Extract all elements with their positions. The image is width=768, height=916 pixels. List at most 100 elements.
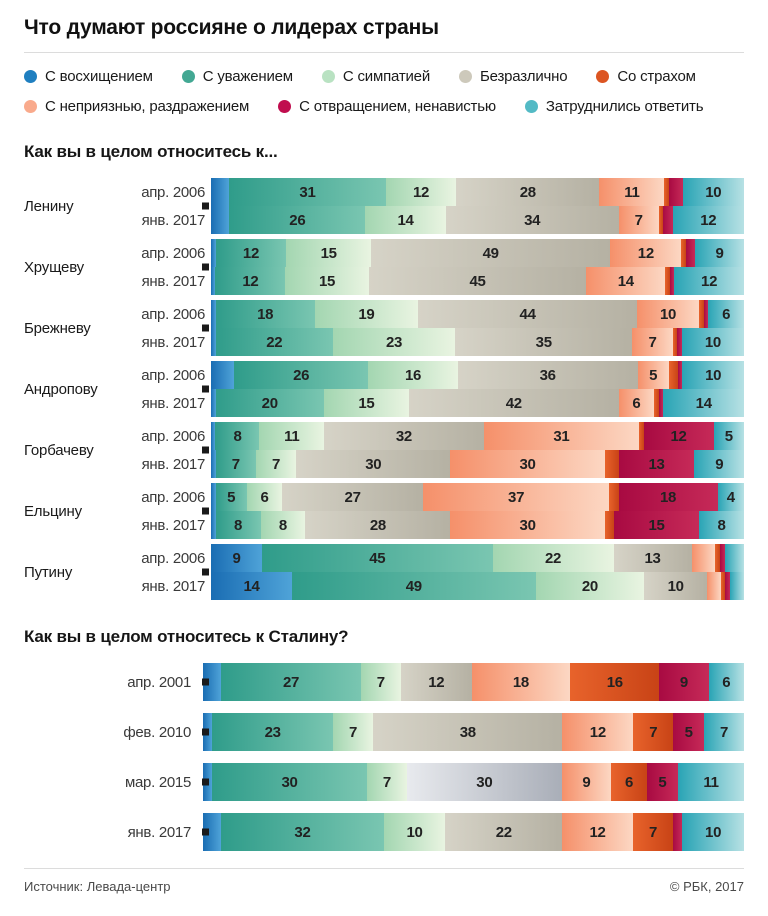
bar-segment-respect: 20 (215, 389, 324, 417)
segment-value: 12 (242, 244, 260, 262)
segment-value: 12 (428, 673, 445, 691)
legend-item: Затруднились ответить (524, 98, 704, 115)
legend-dot-icon (181, 69, 195, 83)
bar-segment-respect: 12 (215, 267, 286, 295)
stacked-bar: 20 15 42 6 14 (211, 389, 745, 417)
bar-segment-sympathy: 7 (333, 713, 374, 751)
bar-segment-fear: 16 (570, 663, 660, 701)
segment-value: 14 (243, 577, 260, 595)
segment-value: 38 (459, 723, 476, 741)
bar-segment-disgust (658, 389, 664, 417)
bar-segment-hostility: 10 (636, 300, 700, 328)
bar-segment-undecided: 10 (682, 178, 745, 206)
bar-segment-sympathy: 20 (535, 572, 645, 600)
bar-segment-indifferent: 32 (324, 422, 484, 450)
bar-segment-hostility: 18 (471, 663, 571, 701)
bar-segment-indifferent: 30 (407, 763, 562, 801)
bar-row: янв. 2017 14 49 20 10 (130, 572, 745, 600)
segment-value: 7 (382, 773, 391, 791)
bar-segment-indifferent: 28 (305, 511, 451, 539)
date-label: янв. 2017 (141, 394, 206, 412)
bar-segment-hostility: 9 (561, 763, 612, 801)
bar-segment-indifferent: 44 (418, 300, 637, 328)
bar-segment-admiration (211, 267, 216, 295)
bar-segment-sympathy: 10 (383, 813, 446, 851)
segment-value: 30 (476, 773, 493, 791)
segment-value: 49 (482, 244, 499, 262)
bar-segment-undecided: 12 (672, 206, 744, 234)
bar-row: янв. 2017 7 7 30 30 13 9 (130, 450, 744, 478)
segment-value: 7 (376, 673, 385, 691)
bar-segment-hostility: 12 (610, 239, 682, 267)
segment-value: 9 (715, 244, 724, 262)
segment-value: 10 (705, 183, 722, 201)
legend-item: С отвращением, ненавистью (278, 98, 496, 115)
stacked-bar: 8 8 28 30 15 8 (211, 511, 745, 539)
bar-segment-disgust (720, 544, 725, 572)
page-title: Что думают россияне о лидерах страны (24, 16, 439, 39)
segment-value: 5 (227, 488, 236, 506)
segment-value: 20 (581, 577, 598, 595)
segment-value: 10 (406, 823, 423, 841)
stacked-bar: 23 7 38 12 7 5 7 (203, 713, 745, 751)
bar-segment-disgust (725, 572, 731, 600)
bar-segment-indifferent: 30 (296, 450, 451, 478)
bar-segment-admiration (203, 663, 222, 701)
bar-segment-sympathy: 11 (259, 422, 325, 450)
segment-value: 10 (705, 366, 722, 384)
bar-segment-respect: 30 (212, 763, 367, 801)
bar-segment-respect: 26 (229, 206, 366, 234)
bar-segment-admiration (211, 422, 216, 450)
date-label: фев. 2010 (123, 723, 191, 741)
date-label: апр. 2006 (141, 183, 205, 201)
segment-value: 7 (648, 333, 657, 351)
bar-segment-admiration: 14 (211, 572, 293, 600)
bar-segment-sympathy: 23 (333, 328, 456, 356)
bar-segment-sympathy: 7 (255, 450, 297, 478)
legend-dot-icon (321, 69, 335, 83)
segment-value: 23 (264, 723, 281, 741)
segment-value: 5 (724, 427, 733, 445)
legend-item: Безразлично (459, 68, 568, 85)
segment-value: 7 (272, 455, 281, 473)
segment-value: 36 (539, 366, 556, 384)
segment-value: 6 (632, 394, 641, 412)
date-label: апр. 2006 (141, 488, 205, 506)
bar-segment-disgust: 5 (646, 763, 678, 801)
leader-group: Путину апр. 2006 9 45 22 13 янв. 2017 14 49 20 10 (24, 544, 745, 600)
legend-dot-icon (24, 99, 37, 113)
copyright-label: © РБК, 2017 (669, 879, 744, 894)
bar-segment-undecided: 8 (699, 511, 745, 539)
bar-segment-sympathy: 22 (492, 544, 614, 572)
date-label: апр. 2006 (141, 366, 205, 384)
segment-value: 26 (293, 366, 310, 384)
segment-value: 13 (644, 549, 661, 567)
segment-value: 30 (519, 516, 536, 534)
bar-segment-disgust: 12 (643, 422, 714, 450)
segment-value: 7 (649, 723, 658, 741)
segment-value: 30 (365, 455, 382, 473)
bar-segment-respect: 45 (261, 544, 493, 572)
bar-segment-disgust (703, 300, 709, 328)
bar-segment-admiration (211, 450, 216, 478)
bar-segment-undecided: 4 (717, 483, 745, 511)
title-divider (24, 52, 744, 53)
segment-value: 22 (495, 823, 512, 841)
segment-value: 31 (299, 183, 316, 201)
bar-segment-disgust: 13 (618, 450, 695, 478)
legend-label: С неприязнью, раздражением (45, 97, 250, 115)
bar-segment-disgust (663, 206, 673, 234)
bar-segment-disgust (677, 361, 683, 389)
bar-segment-fear (654, 389, 659, 417)
bar-segment-fear (604, 511, 614, 539)
segment-value: 31 (553, 427, 570, 445)
bar-segment-admiration (203, 813, 222, 851)
bar-segment-indifferent: 36 (457, 361, 638, 389)
segment-value: 13 (648, 455, 665, 473)
leader-name: Ленину (24, 197, 74, 215)
segment-value: 18 (512, 673, 529, 691)
bar-segment-hostility (691, 544, 716, 572)
segment-value: 6 (722, 673, 731, 691)
segment-value: 49 (405, 577, 422, 595)
